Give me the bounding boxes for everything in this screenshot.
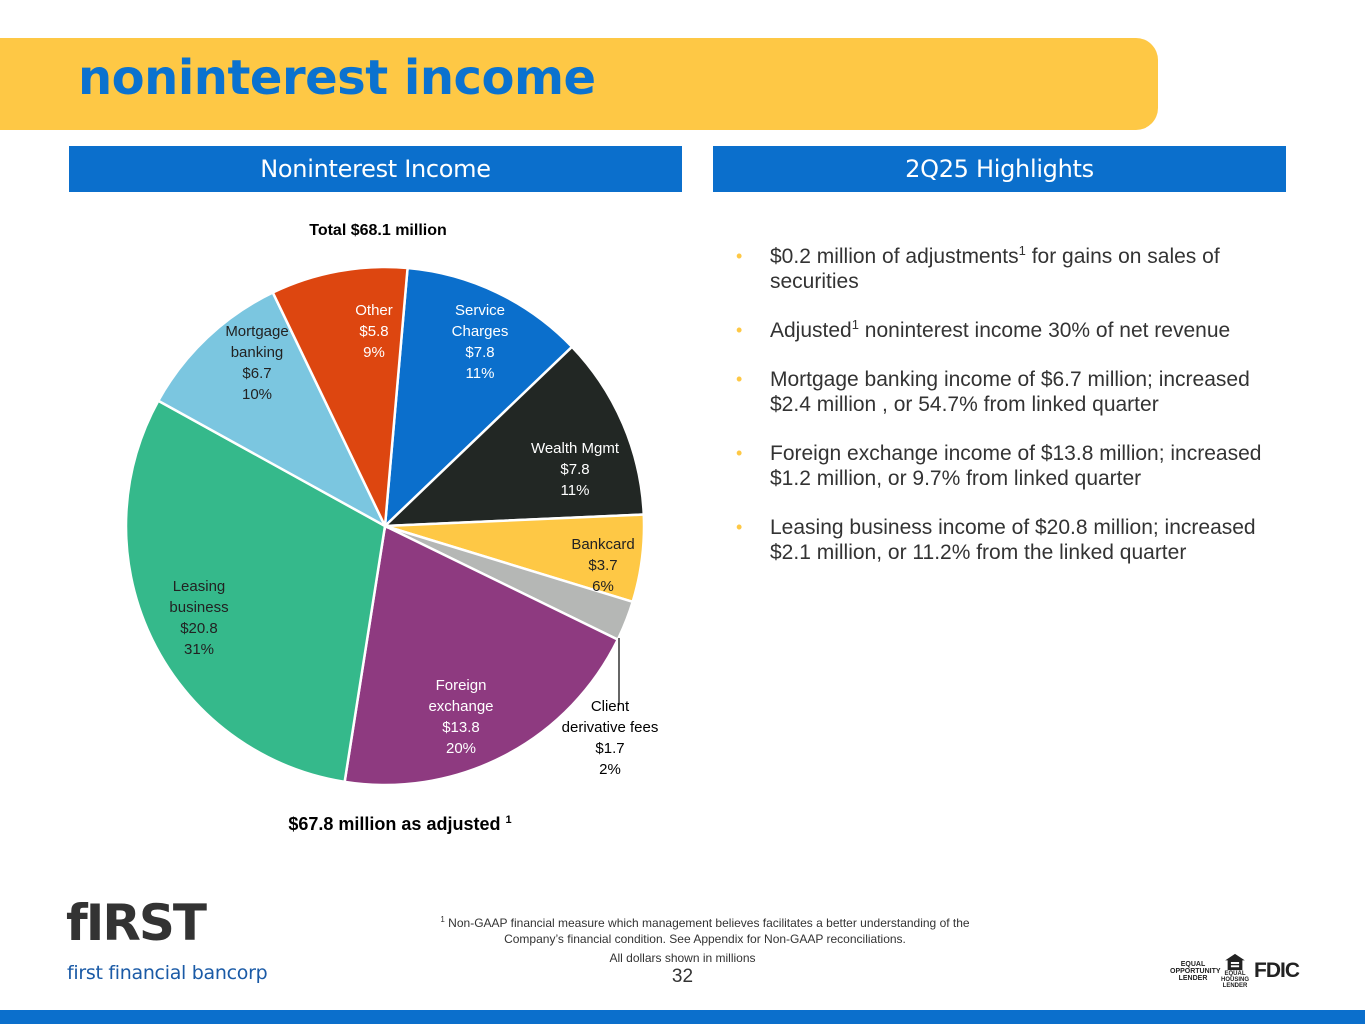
pie-slice-label: Service Charges $7.8 11% — [452, 302, 509, 382]
chart-subtitle-footnote-ref: 1 — [505, 814, 512, 826]
pie-slice-label: Other $5.8 9% — [355, 302, 393, 361]
highlight-item: • Mortgage banking income of $6.7 million… — [736, 368, 1250, 416]
noninterest-income-header: Noninterest Income — [69, 146, 682, 192]
footnote-marker: 1 — [440, 915, 445, 924]
highlight-item: • Leasing business income of $20.8 millio… — [736, 516, 1256, 564]
footnote-ref: 1 — [1018, 243, 1026, 258]
highlights-list: • $0.2 million of adjustments1 for gains … — [736, 244, 1276, 589]
bottom-bar — [0, 1010, 1365, 1024]
chart-subtitle-text: $67.8 million as adjusted — [288, 814, 501, 834]
highlights-header-label: 2Q25 Highlights — [905, 155, 1094, 183]
highlight-item: • Foreign exchange income of $13.8 millio… — [736, 442, 1262, 490]
equal-opportunity-lender-badge: EQUAL OPPORTUNITY LENDER — [1170, 960, 1221, 982]
pie-slice — [124, 399, 387, 784]
footnote-ref: 1 — [851, 317, 859, 332]
pie-slice-label: Wealth Mgmt $7.8 11% — [531, 440, 620, 499]
noninterest-income-header-label: Noninterest Income — [260, 155, 491, 183]
footnote: 1 Non-GAAP financial measure which manag… — [400, 912, 1010, 947]
footnote-line-2: Company’s financial condition. See Appen… — [504, 932, 906, 946]
pie-slice — [271, 265, 409, 531]
highlight-item: • Adjusted1 noninterest income 30% of net… — [736, 317, 1231, 342]
highlights-header: 2Q25 Highlights — [713, 146, 1286, 192]
bullet-icon: • — [736, 517, 743, 537]
regulatory-badges: EQUAL OPPORTUNITY LENDER EQUAL HOUSING L… — [1170, 952, 1300, 990]
footnote-line-1: Non-GAAP financial measure which managem… — [444, 916, 970, 930]
first-logo: fIRST — [66, 894, 207, 952]
pie-slice — [343, 524, 620, 787]
pie-slice-label: Leasing business $20.8 31% — [169, 578, 228, 658]
chart-subtitle: $67.8 million as adjusted 1 — [240, 814, 560, 835]
company-name: first financial bancorp — [67, 962, 268, 984]
pie-slice-label: Client derivative fees $1.7 2% — [562, 698, 659, 778]
pie-slice-label: Foreign exchange $13.8 20% — [428, 677, 493, 757]
bullet-icon: • — [736, 443, 743, 463]
page-title: noninterest income — [78, 50, 596, 106]
pie-slice-label: Bankcard $3.7 6% — [571, 536, 634, 595]
pie-slice — [383, 266, 574, 530]
page-number: 32 — [671, 966, 694, 987]
pie-slice — [156, 290, 388, 529]
highlight-item: • $0.2 million of adjustments1 for gains … — [736, 243, 1220, 293]
equal-housing-lender-badge: EQUAL HOUSING LENDER — [1220, 953, 1250, 989]
house-icon — [1225, 953, 1245, 971]
dollars-note: All dollars shown in millions — [609, 951, 756, 965]
fdic-logo: FDIC — [1254, 959, 1300, 982]
pie-slice-label: Mortgage banking $6.7 10% — [225, 323, 288, 403]
bullet-icon: • — [736, 246, 743, 266]
chart-title: Total $68.1 million — [309, 222, 447, 239]
bullet-icon: • — [736, 369, 743, 389]
title-band — [0, 38, 1158, 130]
bullet-icon: • — [736, 320, 743, 340]
pie-slice — [381, 345, 646, 528]
